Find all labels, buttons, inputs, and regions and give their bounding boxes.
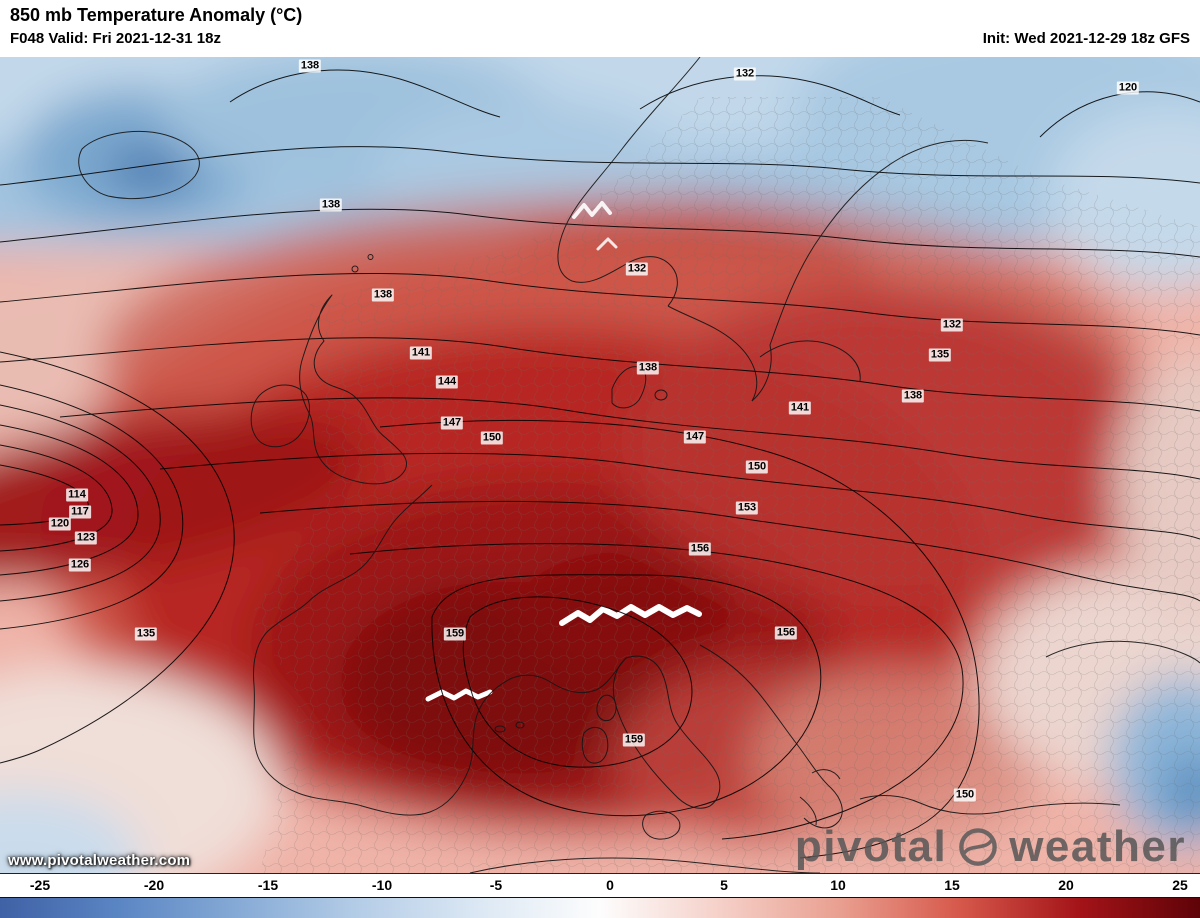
init-time-text: Init: Wed 2021-12-29 18z GFS [982,30,1190,47]
coastlines [78,57,1200,873]
colorbar-tick: -15 [257,877,279,893]
colorbar-tick: -20 [143,877,165,893]
header-subrow: F048 Valid: Fri 2021-12-31 18z Init: Wed… [10,30,1190,47]
map-area: 138 132 120 138 132 138 132 141 135 138 144 138 141 1… [0,57,1200,873]
map-canvas [0,57,1200,873]
colorbar-tick: 20 [1058,877,1074,893]
colorbar: -25 -20 -15 -10 -5 0 5 10 15 20 25 [0,873,1200,918]
colorbar-tick: 25 [1172,877,1188,893]
brand-logo: pivotal weather [795,825,1186,869]
logo-text-weather: weather [1009,822,1186,871]
colorbar-ticks: -25 -20 -15 -10 -5 0 5 10 15 20 25 [0,874,1200,897]
colorbar-tick: 0 [606,877,614,893]
colorbar-tick: 10 [830,877,846,893]
valid-time-text: F048 Valid: Fri 2021-12-31 18z [10,30,221,47]
colorbar-tick: -10 [371,877,393,893]
watermark: www.pivotalweather.com [8,852,191,869]
colorbar-tick: 5 [720,877,728,893]
colorbar-tick: 15 [944,877,960,893]
logo-text-pivotal: pivotal [794,822,948,871]
colorbar-tick: -25 [29,877,51,893]
globe-logo-icon [959,828,998,866]
header: 850 mb Temperature Anomaly (°C) F048 Val… [0,0,1200,57]
page-title: 850 mb Temperature Anomaly (°C) [10,5,303,25]
colorbar-gradient [0,897,1200,918]
mountain-ridges [425,201,702,703]
colorbar-tick: -5 [489,877,503,893]
contour-lines [0,69,1200,859]
